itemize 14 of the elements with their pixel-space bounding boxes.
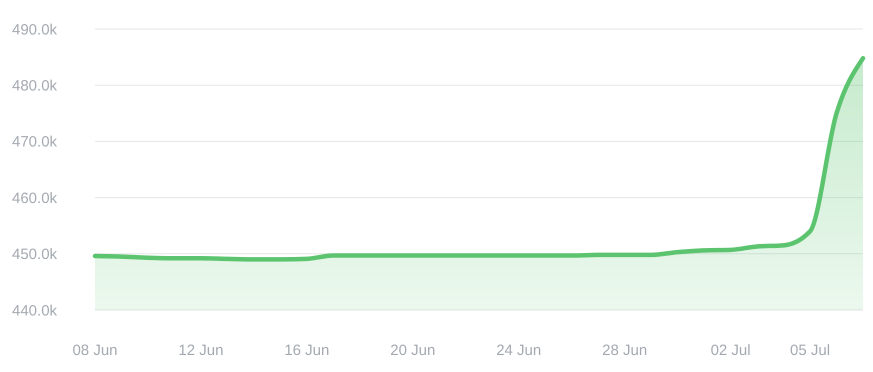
- x-tick-label: 02 Jul: [710, 342, 751, 359]
- y-tick-label: 440.0k: [12, 302, 58, 320]
- x-tick-label: 24 Jun: [496, 342, 542, 359]
- y-tick-label: 460.0k: [12, 190, 58, 207]
- y-tick-label: 480.0k: [12, 77, 58, 94]
- x-tick-label: 16 Jun: [284, 342, 330, 359]
- y-tick-label: 470.0k: [12, 134, 58, 151]
- x-tick-label: 28 Jun: [602, 342, 648, 359]
- x-tick-label: 12 Jun: [178, 342, 224, 359]
- x-tick-label: 05 Jul: [790, 342, 830, 359]
- y-tick-label: 450.0k: [12, 246, 58, 264]
- y-tick-label: 490.0k: [12, 21, 58, 38]
- x-tick-label: 20 Jun: [390, 342, 436, 359]
- x-tick-label: 08 Jun: [72, 342, 118, 359]
